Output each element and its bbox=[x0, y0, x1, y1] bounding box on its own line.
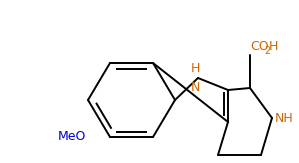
Text: H: H bbox=[269, 40, 278, 53]
Text: N: N bbox=[190, 81, 200, 94]
Text: CO: CO bbox=[250, 40, 269, 53]
Text: NH: NH bbox=[275, 111, 294, 125]
Text: MeO: MeO bbox=[58, 131, 86, 143]
Text: H: H bbox=[190, 62, 200, 75]
Text: 2: 2 bbox=[264, 46, 270, 56]
